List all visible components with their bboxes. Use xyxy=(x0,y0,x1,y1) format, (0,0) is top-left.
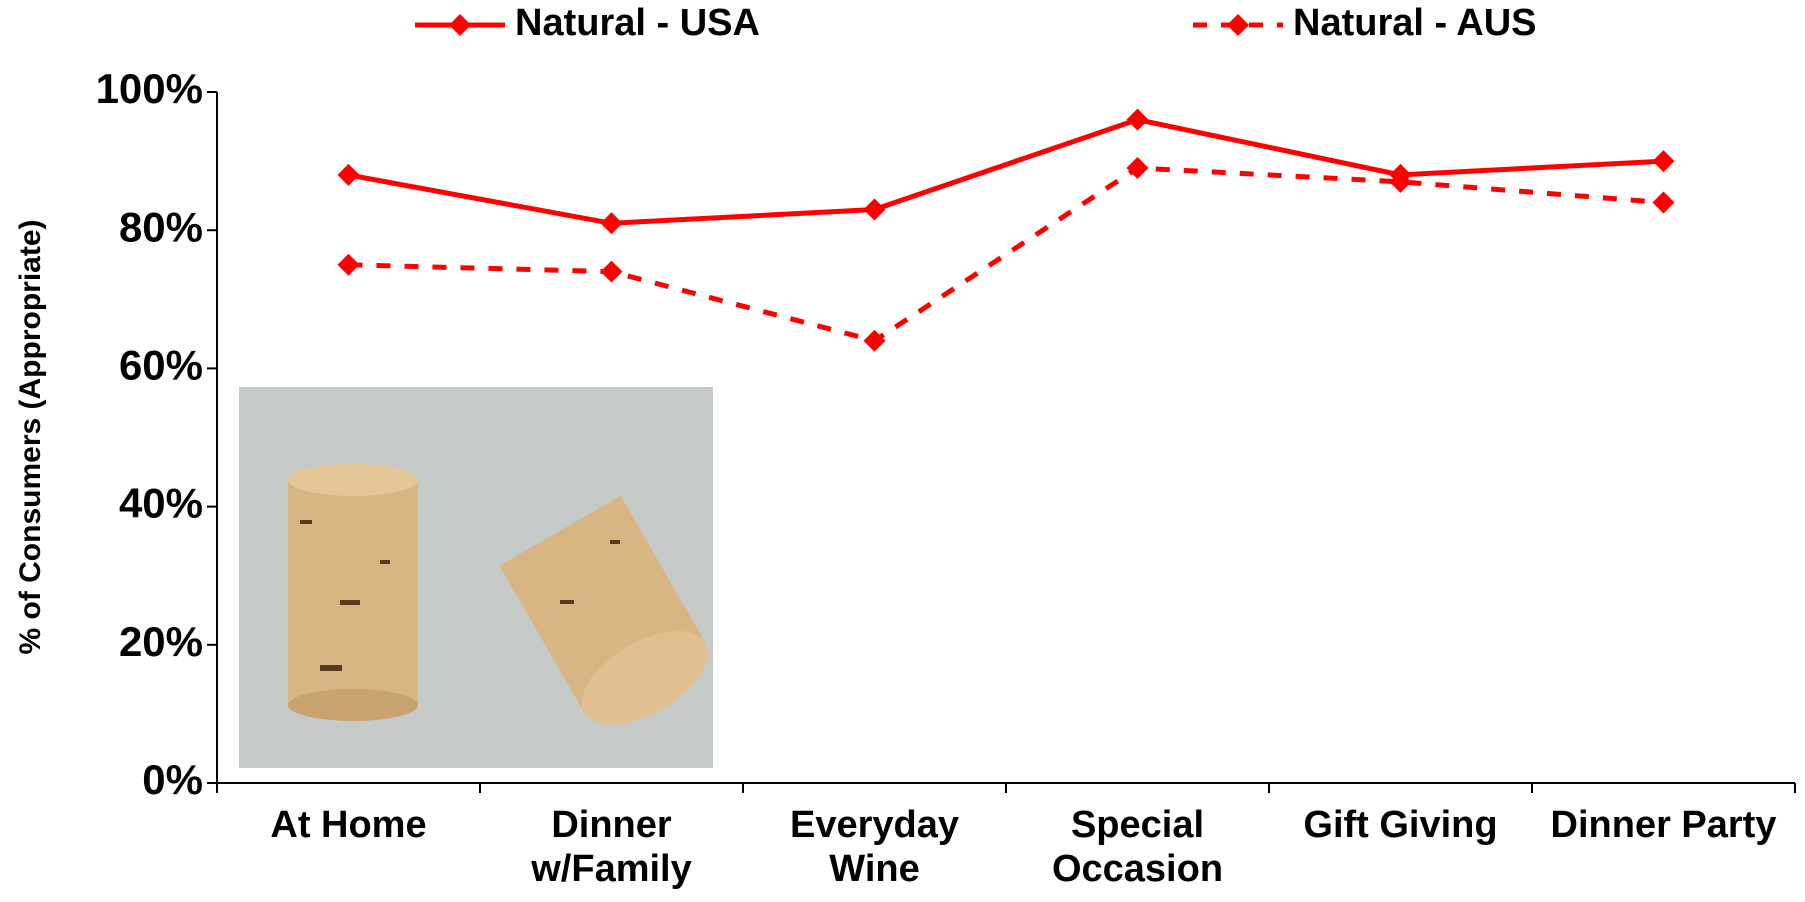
marker xyxy=(337,163,360,186)
marker xyxy=(600,260,623,283)
marker xyxy=(1126,108,1149,131)
legend-label: Natural - USA xyxy=(515,2,760,44)
y-tick-label: 0% xyxy=(142,756,203,803)
x-tick-label: At Home xyxy=(270,804,427,846)
marker xyxy=(1126,157,1149,180)
legend-label: Natural - AUS xyxy=(1293,2,1537,44)
y-axis-title: % of Consumers (Appropriate) xyxy=(14,219,47,654)
y-tick-label: 20% xyxy=(119,618,203,665)
marker xyxy=(863,329,886,352)
series-line xyxy=(348,165,1664,344)
cork-photo xyxy=(239,387,713,768)
marker xyxy=(863,198,886,221)
y-tick-label: 100% xyxy=(96,65,203,112)
marker xyxy=(1652,150,1675,173)
y-tick-label: 40% xyxy=(119,480,203,527)
marker xyxy=(337,253,360,276)
y-tick-label: 60% xyxy=(119,341,203,388)
y-tick-label: 80% xyxy=(119,203,203,250)
x-tick-label: Dinner Party xyxy=(1550,804,1777,846)
legend-marker xyxy=(1227,14,1249,36)
x-tick-label: Gift Giving xyxy=(1303,804,1498,846)
legend-marker xyxy=(449,14,471,36)
x-tick-label: Everyday Wine xyxy=(789,804,959,890)
x-tick-label: Special Occasion xyxy=(1051,804,1224,890)
marker xyxy=(1389,170,1412,193)
marker xyxy=(1652,191,1675,214)
x-tick-label: Dinner w/Family xyxy=(531,804,692,890)
marker xyxy=(600,212,623,235)
series-line xyxy=(348,117,1664,226)
